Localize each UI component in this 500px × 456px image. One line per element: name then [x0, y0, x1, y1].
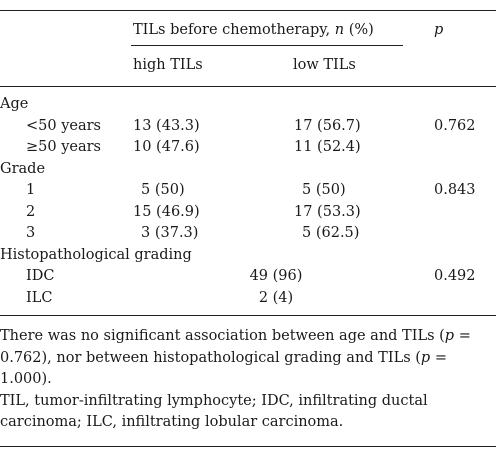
p-value-cell: 0.762 — [434, 118, 476, 134]
group-header: TILs before chemotherapy, n (%) — [133, 21, 374, 39]
section-label-age: Age — [0, 96, 29, 112]
p-column-header: p — [434, 21, 443, 39]
table-bottom-rule — [0, 315, 496, 316]
row-label: ≥50 years — [26, 139, 101, 155]
row-label: IDC — [26, 268, 55, 284]
group-header-post: (%) — [344, 22, 374, 38]
merged-cell: 2 (4) — [258, 290, 294, 306]
footnote-p-label: p — [444, 328, 455, 344]
header-bottom-rule — [0, 86, 496, 87]
high-cell: 5 (50) — [141, 182, 185, 198]
footnote-text: = 0.762), nor between histopathological … — [0, 328, 471, 366]
high-tils-header: high TILs — [133, 57, 203, 73]
low-cell: 5 (50) — [302, 182, 346, 198]
high-cell: 13 (43.3) — [133, 118, 200, 134]
row-label: 3 — [26, 225, 36, 241]
low-cell: 11 (52.4) — [294, 139, 361, 155]
footnote-p-label: p — [420, 349, 431, 366]
high-cell: 10 (47.6) — [133, 139, 200, 155]
p-column-label: p — [434, 22, 444, 38]
footnote-abbreviations: TIL, tumor-infiltrating lymphocyte; IDC,… — [0, 392, 428, 431]
p-value-cell: 0.492 — [434, 268, 476, 284]
low-cell: 17 (53.3) — [294, 204, 361, 220]
group-header-pre: TILs before chemotherapy, — [133, 22, 335, 38]
row-label: ILC — [26, 290, 53, 306]
footnote-text: = 1.000). — [0, 349, 447, 388]
merged-cell: 49 (96) — [249, 268, 303, 284]
high-cell: 3 (37.3) — [141, 225, 199, 241]
table-footnote: There was no significant association bet… — [0, 326, 492, 434]
footnote-sentence: There was no significant association bet… — [0, 326, 492, 391]
group-header-n: n — [334, 22, 345, 38]
section-label-grade: Grade — [0, 161, 46, 177]
row-label: 1 — [26, 182, 36, 198]
row-label: <50 years — [26, 118, 101, 134]
footnote-bottom-rule — [0, 446, 496, 447]
section-label-histopathological-grading: Histopathological grading — [0, 247, 192, 263]
low-cell: 17 (56.7) — [294, 118, 361, 134]
top-rule — [0, 10, 496, 11]
high-cell: 15 (46.9) — [133, 204, 200, 220]
p-value-cell: 0.843 — [434, 182, 476, 198]
low-tils-header: low TILs — [293, 57, 356, 73]
row-label: 2 — [26, 204, 36, 220]
low-cell: 5 (62.5) — [302, 225, 360, 241]
footnote-text: There was no significant association bet… — [0, 328, 445, 344]
group-underline — [131, 45, 403, 46]
